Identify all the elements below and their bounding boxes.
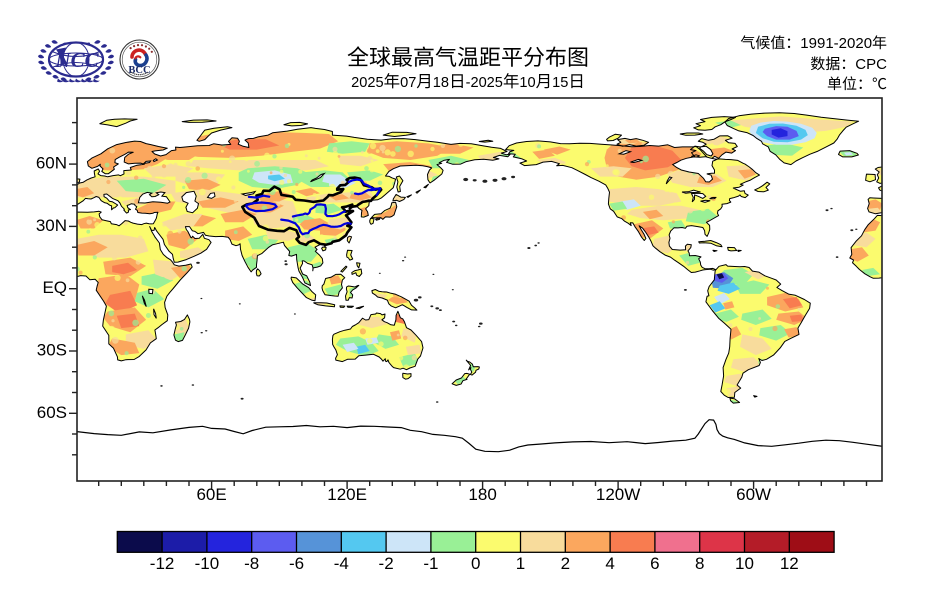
- svg-text:12: 12: [780, 554, 799, 573]
- svg-text:60E: 60E: [196, 485, 226, 504]
- svg-text:30S: 30S: [37, 341, 67, 360]
- svg-text:2: 2: [561, 554, 570, 573]
- svg-text:15: 15: [552, 75, 568, 91]
- svg-text:CPC: CPC: [855, 56, 887, 73]
- svg-text:8: 8: [695, 554, 704, 573]
- svg-text:-12: -12: [150, 554, 175, 573]
- svg-text:10: 10: [519, 75, 535, 91]
- svg-text:120W: 120W: [596, 485, 640, 504]
- svg-text:-1: -1: [423, 554, 438, 573]
- svg-text:120E: 120E: [327, 485, 367, 504]
- svg-text:07: 07: [400, 75, 416, 91]
- svg-text:180: 180: [468, 485, 496, 504]
- svg-text:1: 1: [516, 554, 525, 573]
- svg-text:4: 4: [605, 554, 614, 573]
- svg-text:-2: -2: [379, 554, 394, 573]
- svg-text:NCC: NCC: [54, 48, 99, 72]
- svg-text:-8: -8: [244, 554, 259, 573]
- svg-text:-6: -6: [289, 554, 304, 573]
- svg-text:2025: 2025: [351, 75, 383, 91]
- svg-text:10: 10: [735, 554, 754, 573]
- svg-text:-10: -10: [195, 554, 220, 573]
- svg-text:BCC: BCC: [128, 65, 150, 76]
- svg-text:18: 18: [433, 75, 449, 91]
- svg-text:30N: 30N: [36, 216, 67, 235]
- svg-text:-4: -4: [334, 554, 349, 573]
- svg-text:1991-2020: 1991-2020: [800, 35, 872, 52]
- svg-text:0: 0: [471, 554, 480, 573]
- svg-text:6: 6: [650, 554, 659, 573]
- svg-text:EQ: EQ: [42, 278, 67, 297]
- svg-text:60N: 60N: [36, 154, 67, 173]
- svg-text:60S: 60S: [37, 403, 67, 422]
- svg-text:-2025: -2025: [466, 75, 503, 91]
- svg-text:60W: 60W: [736, 485, 771, 504]
